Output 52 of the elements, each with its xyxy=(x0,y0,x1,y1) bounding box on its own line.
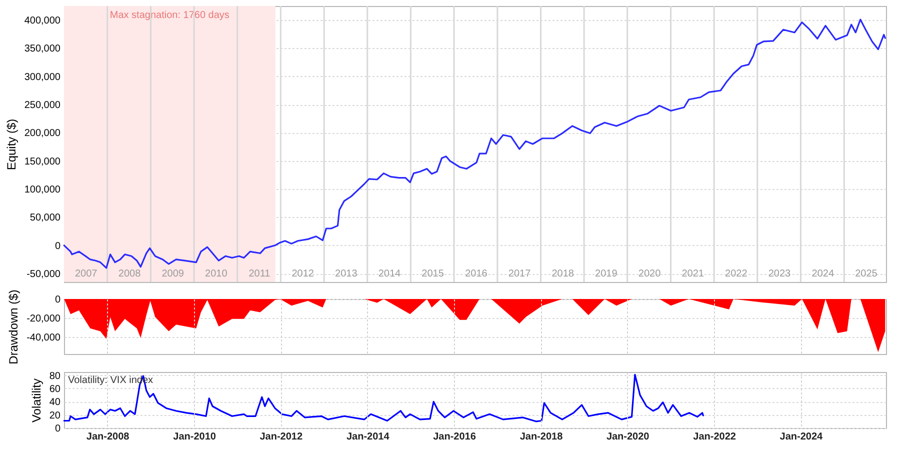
y-tick-label: 50,000 xyxy=(30,212,61,224)
x-tick-label: Jan-2012 xyxy=(260,432,303,442)
x-tick-label: 2017 xyxy=(508,268,532,280)
x-tick-label: 2013 xyxy=(335,268,358,280)
band-label: Max stagnation: 1760 days xyxy=(110,10,230,21)
x-tick-label: Jan-2008 xyxy=(86,432,130,442)
y-tick-label: 300,000 xyxy=(24,72,61,83)
y-tick-label: 0 xyxy=(54,240,61,252)
x-tick-label: 2021 xyxy=(682,268,704,280)
x-tick-label: 2012 xyxy=(292,268,314,280)
y-tick-label: 80 xyxy=(49,370,61,382)
x-tick-label: 2009 xyxy=(162,268,184,280)
x-tick-label: Jan-2022 xyxy=(693,432,736,442)
x-tick-label: 2007 xyxy=(74,268,98,280)
x-tick-label: 2008 xyxy=(118,268,142,280)
y-axis-title: Equity ($) xyxy=(4,118,18,170)
x-tick-label: 2010 xyxy=(205,268,228,280)
x-tick-label: Jan-2010 xyxy=(173,432,216,442)
line-series xyxy=(63,18,886,269)
line-series xyxy=(63,374,704,422)
y-tick-label: 350,000 xyxy=(24,44,61,55)
y-tick-label: -50,000 xyxy=(26,269,61,280)
x-tick-label: Jan-2024 xyxy=(780,432,824,442)
y-tick-label: -20,000 xyxy=(26,313,61,324)
y-tick-label: 40 xyxy=(49,397,61,408)
x-tick-label: Jan-2014 xyxy=(346,432,390,442)
y-tick-label: 400,000 xyxy=(24,16,61,27)
x-tick-label: 2020 xyxy=(638,268,662,280)
y-tick-label: 250,000 xyxy=(24,100,61,112)
x-tick-label: 2018 xyxy=(552,268,574,280)
y-tick-label: 100,000 xyxy=(24,184,61,196)
x-tick-label: Jan-2020 xyxy=(606,432,650,442)
x-tick-label: 2015 xyxy=(422,268,444,280)
x-tick-label: 2016 xyxy=(465,268,488,280)
x-tick-label: Jan-2016 xyxy=(433,432,476,442)
y-tick-label: 60 xyxy=(49,384,61,395)
x-tick-label: 2014 xyxy=(378,268,402,280)
x-tick-label: 2023 xyxy=(768,268,792,280)
y-tick-label: 200,000 xyxy=(24,128,61,140)
y-tick-label: 20 xyxy=(49,410,61,422)
y-tick-label: -40,000 xyxy=(26,332,61,344)
y-tick-label: 0 xyxy=(54,294,61,306)
x-tick-label: 2019 xyxy=(595,268,618,280)
x-tick-label: 2011 xyxy=(248,268,271,280)
y-axis-title: Drawdown ($) xyxy=(6,290,21,364)
x-tick-label: 2024 xyxy=(812,268,834,280)
y-tick-label: 150,000 xyxy=(24,156,61,168)
y-axis-title: Volatility xyxy=(29,378,44,423)
x-tick-label: Jan-2018 xyxy=(520,432,564,442)
x-tick-label: 2022 xyxy=(725,268,748,280)
y-tick-label: 0 xyxy=(54,424,61,434)
x-tick-label: 2025 xyxy=(855,268,878,280)
